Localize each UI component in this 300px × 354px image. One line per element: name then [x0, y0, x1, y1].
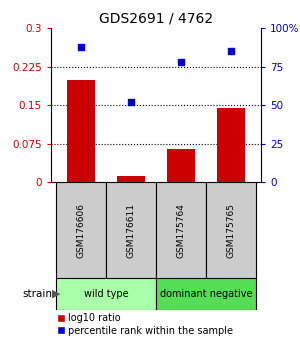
Text: strain: strain: [22, 289, 52, 299]
Bar: [206, 182, 256, 278]
Bar: [117, 176, 145, 182]
Text: GSM175764: GSM175764: [176, 203, 185, 258]
Text: GSM176606: GSM176606: [76, 203, 85, 258]
Bar: [156, 278, 256, 310]
Bar: [67, 80, 95, 182]
Text: GSM176611: GSM176611: [127, 203, 136, 258]
Text: ▶: ▶: [52, 289, 61, 299]
Legend: log10 ratio, percentile rank within the sample: log10 ratio, percentile rank within the …: [56, 313, 235, 337]
Bar: [56, 278, 156, 310]
Point: [129, 99, 134, 105]
Text: wild type: wild type: [84, 289, 128, 299]
Bar: [106, 182, 156, 278]
Text: dominant negative: dominant negative: [160, 289, 252, 299]
Bar: [167, 149, 195, 182]
Bar: [56, 182, 106, 278]
Bar: [217, 108, 245, 182]
Point: [229, 48, 233, 54]
Point: [79, 44, 83, 50]
Text: GSM175765: GSM175765: [226, 203, 236, 258]
Bar: [156, 182, 206, 278]
Title: GDS2691 / 4762: GDS2691 / 4762: [99, 12, 213, 26]
Point: [178, 59, 183, 65]
